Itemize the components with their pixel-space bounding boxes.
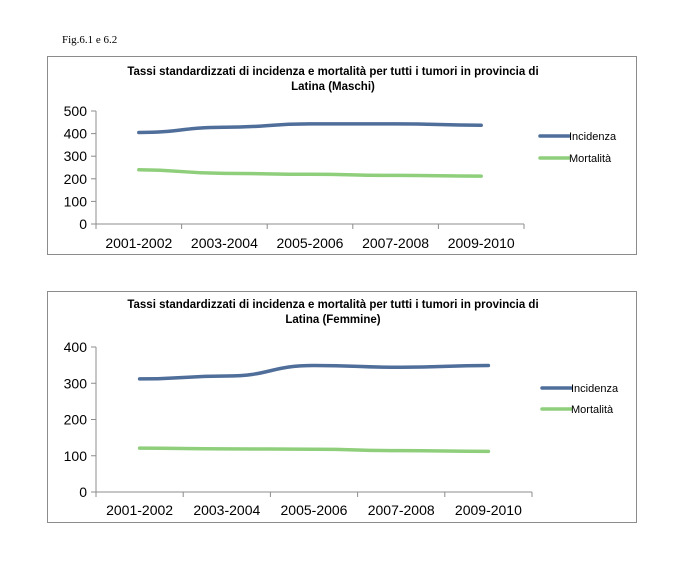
femmine-x-tick-label: 2005-2006 <box>281 502 348 518</box>
femmine-y-tick-label: 100 <box>64 448 88 464</box>
maschi-y-tick-label: 500 <box>64 103 88 119</box>
chart-femmine-canvas: Tassi standardizzati di incidenza e mort… <box>64 299 619 518</box>
femmine-y-tick-label: 200 <box>64 412 88 428</box>
maschi-title-line-1: Tassi standardizzati di incidenza e mort… <box>127 66 538 78</box>
femmine-legend-label: Incidenza <box>571 383 619 395</box>
maschi-legend-label: Incidenza <box>569 131 617 143</box>
femmine-y-tick-label: 300 <box>64 375 88 391</box>
femmine-x-tick-label: 2009-2010 <box>455 502 522 518</box>
maschi-y-tick-label: 100 <box>64 193 88 209</box>
figure-caption: Fig.6.1 e 6.2 <box>62 34 118 46</box>
femmine-x-tick-label: 2003-2004 <box>193 502 260 518</box>
femmine-y-tick-label: 400 <box>64 339 88 355</box>
maschi-y-tick-label: 0 <box>79 216 87 232</box>
femmine-x-tick-label: 2007-2008 <box>368 502 435 518</box>
maschi-legend-label: Mortalità <box>569 153 612 165</box>
chart-femmine: Tassi standardizzati di incidenza e mort… <box>47 291 637 523</box>
femmine-title-line-1: Tassi standardizzati di incidenza e mort… <box>127 299 538 311</box>
femmine-y-tick-label: 0 <box>79 484 87 500</box>
maschi-series-line-mortalit <box>137 168 483 178</box>
chart-maschi-canvas: Tassi standardizzati di incidenza e mort… <box>64 66 617 251</box>
femmine-title-line-2: Latina (Femmine) <box>285 314 380 326</box>
maschi-x-tick-label: 2001-2002 <box>105 235 172 251</box>
maschi-x-tick-label: 2003-2004 <box>191 235 258 251</box>
maschi-x-tick-label: 2005-2006 <box>277 235 344 251</box>
maschi-title-line-2: Latina (Maschi) <box>291 81 375 93</box>
maschi-y-tick-label: 300 <box>64 148 88 164</box>
femmine-x-tick-label: 2001-2002 <box>106 502 173 518</box>
maschi-y-tick-label: 400 <box>64 126 88 142</box>
maschi-x-tick-label: 2007-2008 <box>362 235 429 251</box>
maschi-series-line-incidenza <box>137 122 483 135</box>
femmine-legend-label: Mortalità <box>571 404 614 416</box>
chart-maschi: Tassi standardizzati di incidenza e mort… <box>47 56 637 255</box>
maschi-y-tick-label: 200 <box>64 171 88 187</box>
femmine-series-line-mortalit <box>137 446 491 454</box>
femmine-series-line-incidenza <box>137 363 491 381</box>
maschi-x-tick-label: 2009-2010 <box>448 235 515 251</box>
